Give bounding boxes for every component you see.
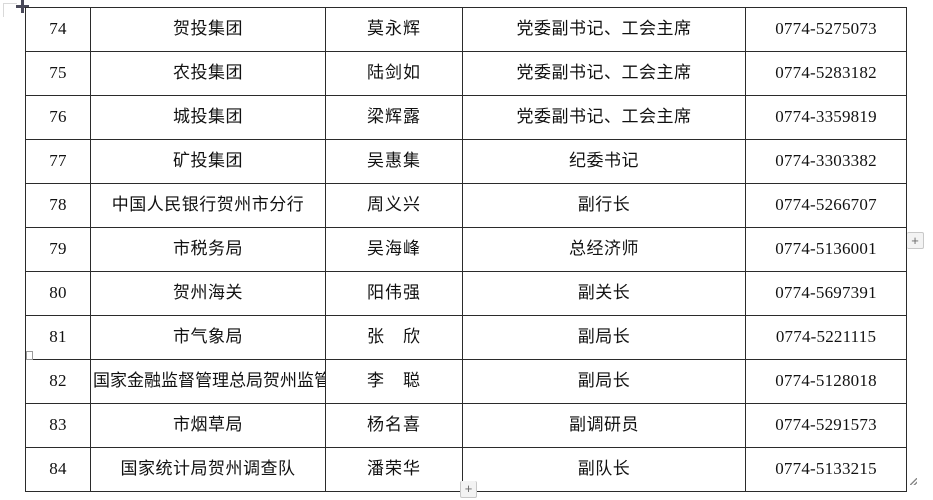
table-resize-grip-icon[interactable] [910, 478, 917, 485]
cell-organization[interactable]: 市气象局 [90, 315, 326, 360]
table-row[interactable]: 74 贺投集团 莫永辉 党委副书记、工会主席 0774-5275073 [25, 7, 907, 52]
cell-sequence-number[interactable]: 81 [25, 315, 91, 360]
cell-sequence-number[interactable]: 74 [25, 7, 91, 52]
cell-phone-number[interactable]: 0774-5697391 [745, 271, 907, 316]
insert-row-button[interactable]: + [907, 232, 924, 249]
move-cross-horizontal [16, 5, 29, 8]
cell-person-name[interactable]: 吴惠集 [325, 139, 463, 184]
page-margin-guide-top [3, 3, 17, 4]
row-anchor-marker [26, 351, 33, 360]
cell-phone-number[interactable]: 0774-5275073 [745, 7, 907, 52]
insert-column-button[interactable]: + [460, 481, 477, 498]
cell-person-name[interactable]: 杨名喜 [325, 403, 463, 448]
page-margin-guide-left [3, 3, 4, 17]
cell-phone-number[interactable]: 0774-5133215 [745, 447, 907, 492]
cell-phone-number[interactable]: 0774-5266707 [745, 183, 907, 228]
cell-position-title[interactable]: 副调研员 [462, 403, 746, 448]
cell-sequence-number[interactable]: 76 [25, 95, 91, 140]
cell-sequence-number[interactable]: 80 [25, 271, 91, 316]
cell-organization[interactable]: 农投集团 [90, 51, 326, 96]
table-body: 74 贺投集团 莫永辉 党委副书记、工会主席 0774-5275073 75 农投集团 陆剑如… [25, 7, 907, 492]
cell-position-title[interactable]: 纪委书记 [462, 139, 746, 184]
cell-sequence-number[interactable]: 77 [25, 139, 91, 184]
cell-position-title[interactable]: 党委副书记、工会主席 [462, 95, 746, 140]
cell-phone-number[interactable]: 0774-5283182 [745, 51, 907, 96]
cell-organization[interactable]: 贺州海关 [90, 271, 326, 316]
cell-person-name[interactable]: 梁辉露 [325, 95, 463, 140]
cell-person-name[interactable]: 潘荣华 [325, 447, 463, 492]
cell-organization[interactable]: 市税务局 [90, 227, 326, 272]
table-row[interactable]: 78 中国人民银行贺州市分行 周义兴 副行长 0774-5266707 [25, 183, 907, 228]
cell-position-title[interactable]: 党委副书记、工会主席 [462, 7, 746, 52]
cell-organization[interactable]: 矿投集团 [90, 139, 326, 184]
cell-position-title[interactable]: 总经济师 [462, 227, 746, 272]
cell-phone-number[interactable]: 0774-5128018 [745, 359, 907, 404]
cell-phone-number[interactable]: 0774-5136001 [745, 227, 907, 272]
cell-position-title[interactable]: 副局长 [462, 315, 746, 360]
table-row[interactable]: 79 市税务局 吴海峰 总经济师 0774-5136001 [25, 227, 907, 272]
cell-sequence-number[interactable]: 79 [25, 227, 91, 272]
cell-position-title[interactable]: 副行长 [462, 183, 746, 228]
cell-person-name[interactable]: 吴海峰 [325, 227, 463, 272]
cell-phone-number[interactable]: 0774-5221115 [745, 315, 907, 360]
cell-person-name[interactable]: 阳伟强 [325, 271, 463, 316]
cell-person-name[interactable]: 莫永辉 [325, 7, 463, 52]
cell-organization[interactable]: 国家统计局贺州调查队 [90, 447, 326, 492]
cell-sequence-number[interactable]: 83 [25, 403, 91, 448]
table-row[interactable]: 76 城投集团 梁辉露 党委副书记、工会主席 0774-3359819 [25, 95, 907, 140]
personnel-contact-table[interactable]: 74 贺投集团 莫永辉 党委副书记、工会主席 0774-5275073 75 农投集团 陆剑如… [25, 7, 907, 492]
cell-sequence-number[interactable]: 75 [25, 51, 91, 96]
cell-person-name[interactable]: 周义兴 [325, 183, 463, 228]
cell-sequence-number[interactable]: 84 [25, 447, 91, 492]
cell-position-title[interactable]: 副局长 [462, 359, 746, 404]
cell-position-title[interactable]: 副队长 [462, 447, 746, 492]
cell-phone-number[interactable]: 0774-3303382 [745, 139, 907, 184]
cell-sequence-number[interactable]: 78 [25, 183, 91, 228]
cell-organization[interactable]: 贺投集团 [90, 7, 326, 52]
cell-sequence-number[interactable]: 82 [25, 359, 91, 404]
cell-organization[interactable]: 国家金融监督管理总局贺州监管分局 [90, 359, 326, 404]
table-row[interactable]: 75 农投集团 陆剑如 党委副书记、工会主席 0774-5283182 [25, 51, 907, 96]
table-row[interactable]: 83 市烟草局 杨名喜 副调研员 0774-5291573 [25, 403, 907, 448]
cell-person-name[interactable]: 李 聪 [325, 359, 463, 404]
cell-position-title[interactable]: 副关长 [462, 271, 746, 316]
cell-position-title[interactable]: 党委副书记、工会主席 [462, 51, 746, 96]
cell-phone-number[interactable]: 0774-3359819 [745, 95, 907, 140]
cell-person-name[interactable]: 张 欣 [325, 315, 463, 360]
cell-organization[interactable]: 中国人民银行贺州市分行 [90, 183, 326, 228]
table-row[interactable]: 80 贺州海关 阳伟强 副关长 0774-5697391 [25, 271, 907, 316]
table-row[interactable]: 84 国家统计局贺州调查队 潘荣华 副队长 0774-5133215 [25, 447, 907, 492]
table-move-handle-icon[interactable] [16, 0, 29, 13]
table-row[interactable]: 81 市气象局张 欣副局长 0774-5221115 [25, 315, 907, 360]
table-row[interactable]: 77 矿投集团 吴惠集 纪委书记 0774-3303382 [25, 139, 907, 184]
cell-phone-number[interactable]: 0774-5291573 [745, 403, 907, 448]
cell-organization[interactable]: 市烟草局 [90, 403, 326, 448]
cell-person-name[interactable]: 陆剑如 [325, 51, 463, 96]
cell-organization[interactable]: 城投集团 [90, 95, 326, 140]
